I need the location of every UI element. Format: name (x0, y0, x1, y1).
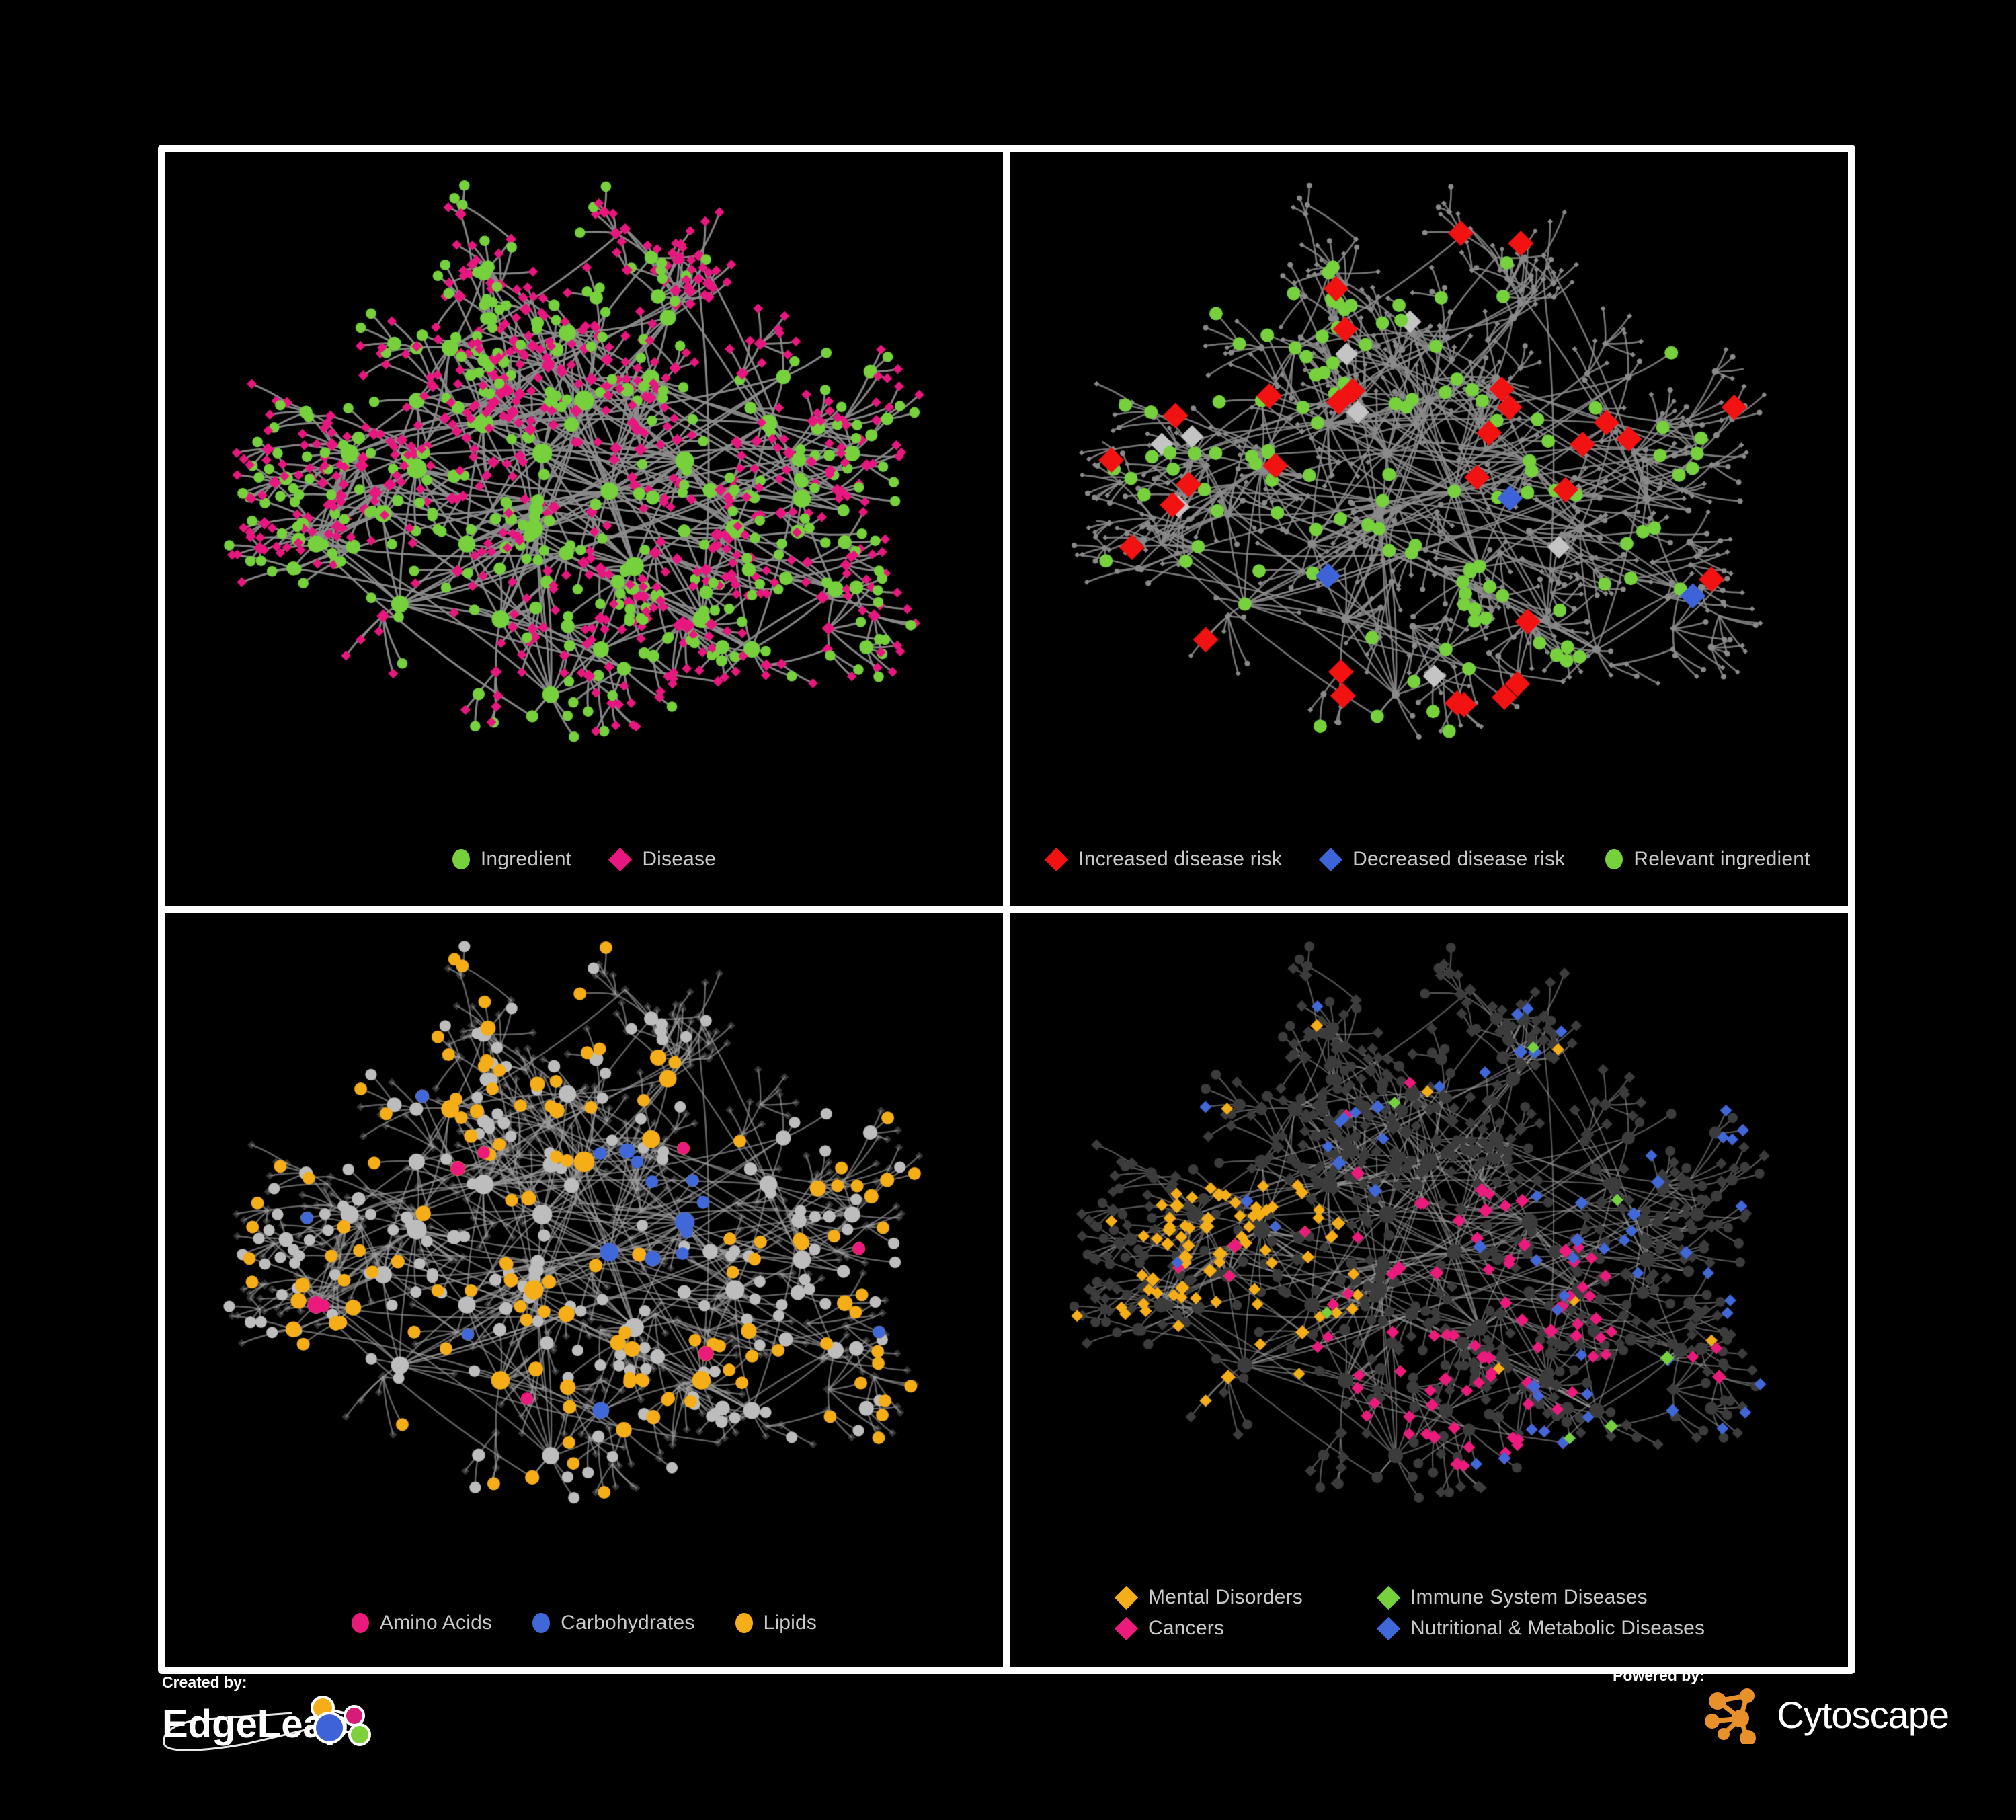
powered-by-caption: Powered by: (1613, 1667, 1705, 1684)
panel-disease-category-network[interactable]: Mental Disorders Immune System Diseases … (1010, 913, 1848, 1667)
panel-nutrient-class-network[interactable]: Amino Acids Carbohydrates Lipids (165, 913, 1003, 1667)
created-by-caption: Created by: (162, 1673, 247, 1691)
network-canvas-3[interactable] (165, 913, 1003, 1667)
network-canvas-4[interactable] (1010, 913, 1848, 1667)
edgeleap-logo: EdgeLeap (158, 1693, 534, 1753)
footer-powered-by: Powered by: Cytoscape (1613, 1667, 1949, 1801)
panel-grid: Ingredient Disease Increased disease ris… (158, 145, 1855, 1674)
edgeleap-node-graph-icon (311, 1696, 371, 1746)
cytoscape-network-icon (1705, 1688, 1757, 1744)
panel-disease-risk-network[interactable]: Increased disease risk Decreased disease… (1010, 152, 1848, 906)
edgeleap-logo-svg: EdgeLeap (162, 1696, 371, 1751)
cytoscape-wordmark: Cytoscape (1777, 1694, 1949, 1736)
panel-divider-horizontal (165, 906, 1848, 913)
network-canvas-1[interactable] (165, 152, 1003, 906)
panel-ingredient-disease-network[interactable]: Ingredient Disease (165, 152, 1003, 906)
footer-created-by: Created by: EdgeLeap (158, 1673, 534, 1808)
network-canvas-2[interactable] (1010, 152, 1848, 906)
cytoscape-logo: Cytoscape (1613, 1686, 1949, 1744)
